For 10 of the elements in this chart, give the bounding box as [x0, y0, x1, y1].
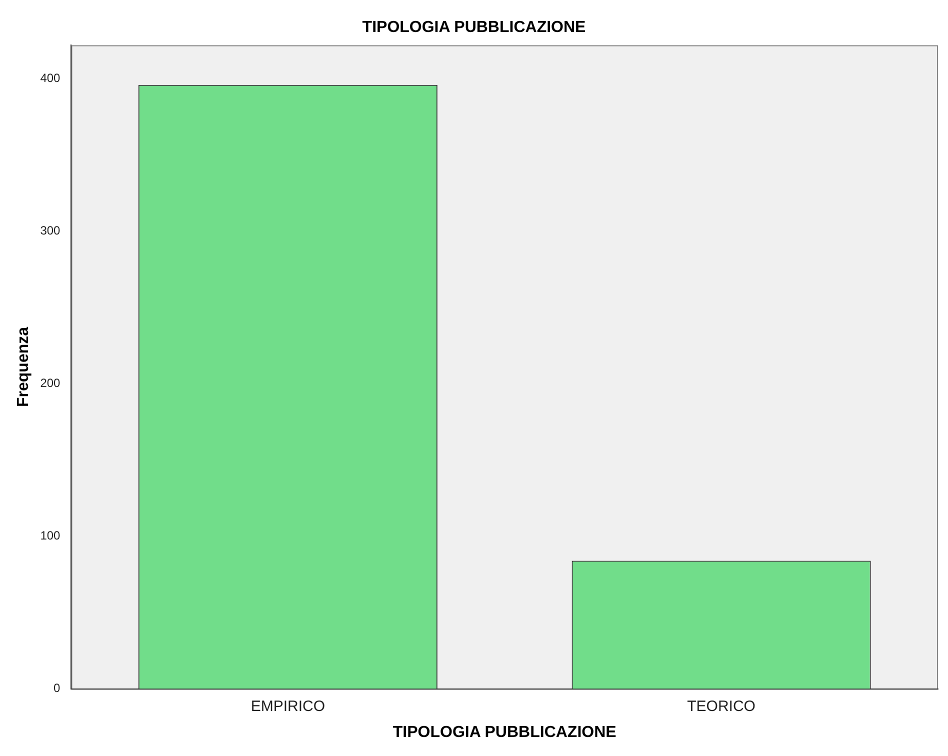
y-tick-label: 0	[54, 681, 61, 696]
x-axis-title: TIPOLOGIA PUBBLICAZIONE	[392, 724, 617, 741]
chart-title: TIPOLOGIA PUBBLICAZIONE	[362, 19, 586, 36]
y-tick-label: 300	[40, 224, 61, 238]
y-axis-title: Frequenza	[15, 326, 32, 408]
y-tick-label: 200	[40, 376, 61, 390]
x-tick-label: EMPIRICO	[250, 698, 326, 715]
x-tick-label: TEORICO	[687, 698, 756, 715]
y-tick-label: 100	[40, 528, 61, 543]
y-tick-label: 400	[40, 71, 61, 86]
